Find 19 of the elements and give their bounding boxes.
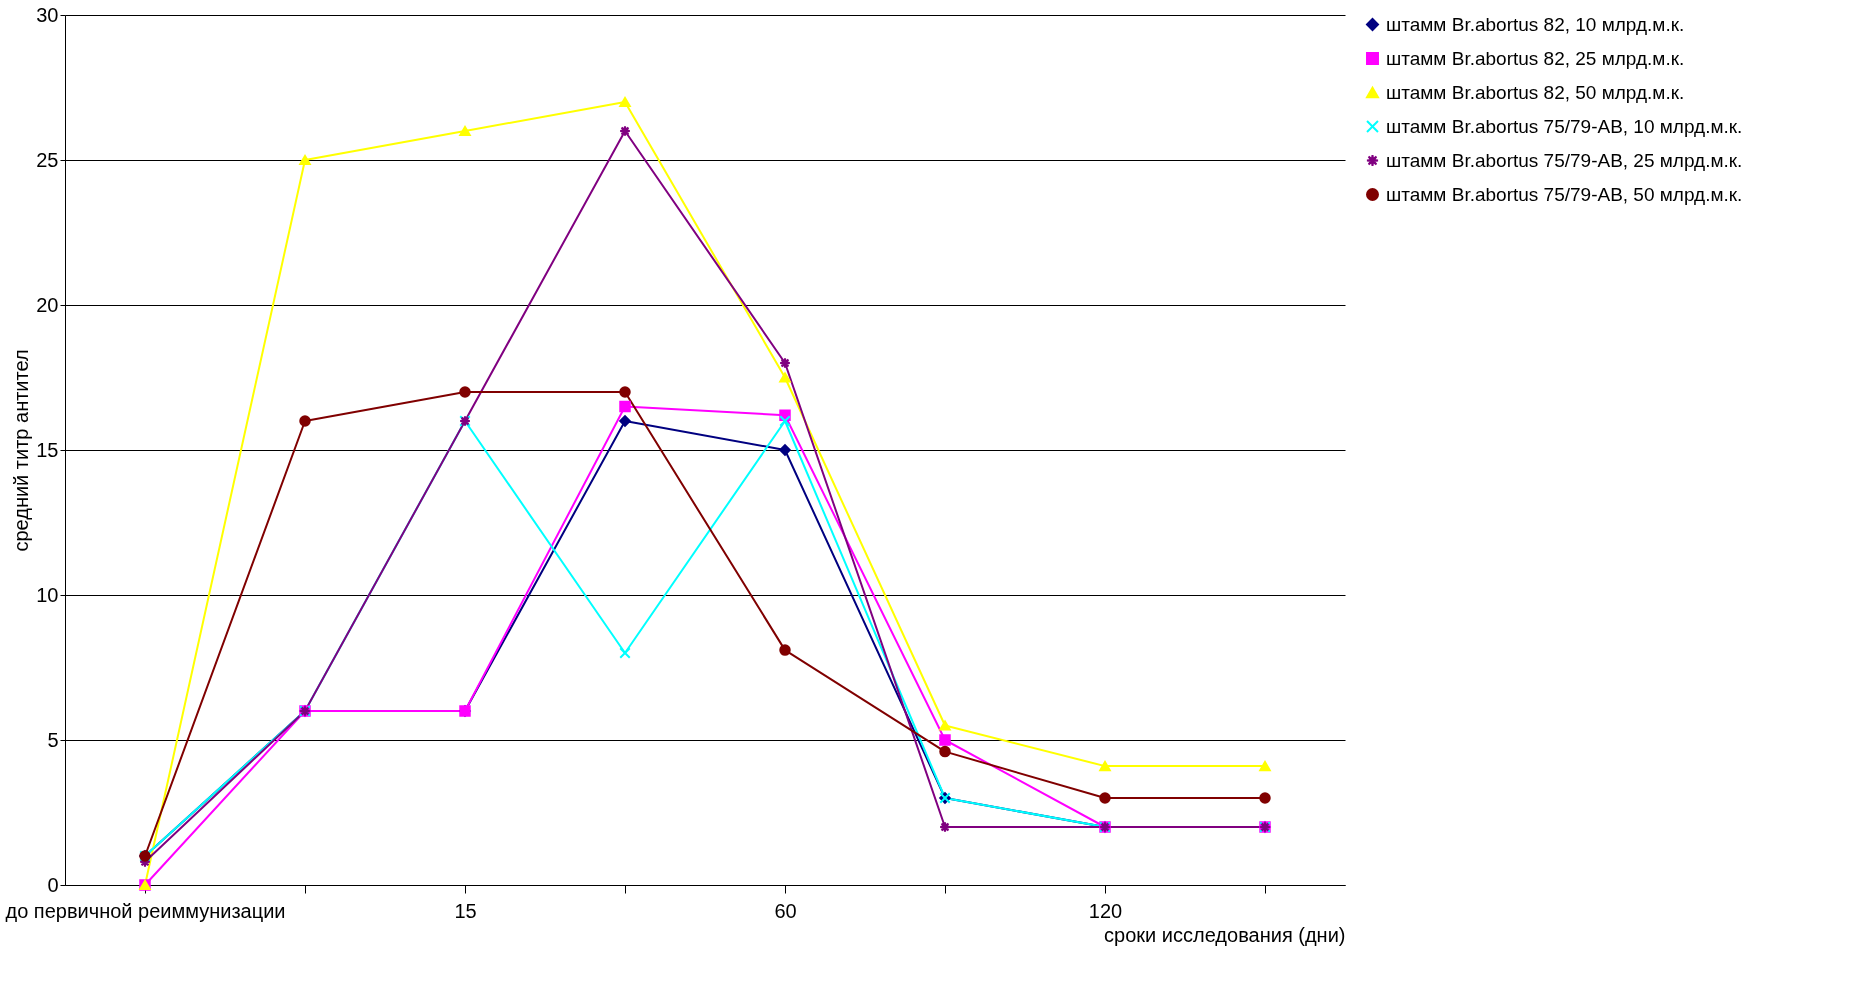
y-tick-label: 10 xyxy=(36,583,59,606)
y-axis-title: средний титр антител xyxy=(10,349,33,552)
y-tick-label: 30 xyxy=(36,3,59,26)
x-axis-title: сроки исследования (дни) xyxy=(1104,923,1346,946)
x-tick-label: 120 xyxy=(1088,899,1123,922)
legend-label: штамм Br.abortus 82, 50 млрд.м.к. xyxy=(1386,81,1685,103)
legend-label: штамм Br.abortus 75/79-AB, 50 млрд.м.к. xyxy=(1386,183,1743,205)
legend-label: штамм Br.abortus 82, 10 млрд.м.к. xyxy=(1386,13,1685,35)
y-tick-label: 15 xyxy=(36,438,59,461)
legend-label: штамм Br.abortus 75/79-AB, 10 млрд.м.к. xyxy=(1386,115,1743,137)
legend-label: штамм Br.abortus 75/79-AB, 25 млрд.м.к. xyxy=(1386,149,1743,171)
y-tick-label: 5 xyxy=(47,728,59,751)
legend-label: штамм Br.abortus 82, 25 млрд.м.к. xyxy=(1386,47,1685,69)
x-tick-label: 60 xyxy=(774,899,797,922)
y-tick-label: 20 xyxy=(36,293,59,316)
y-tick-label: 0 xyxy=(47,873,59,896)
x-tick-label: 15 xyxy=(454,899,477,922)
x-tick-label: до первичной реиммунизации xyxy=(5,899,286,922)
y-tick-label: 25 xyxy=(36,148,59,171)
